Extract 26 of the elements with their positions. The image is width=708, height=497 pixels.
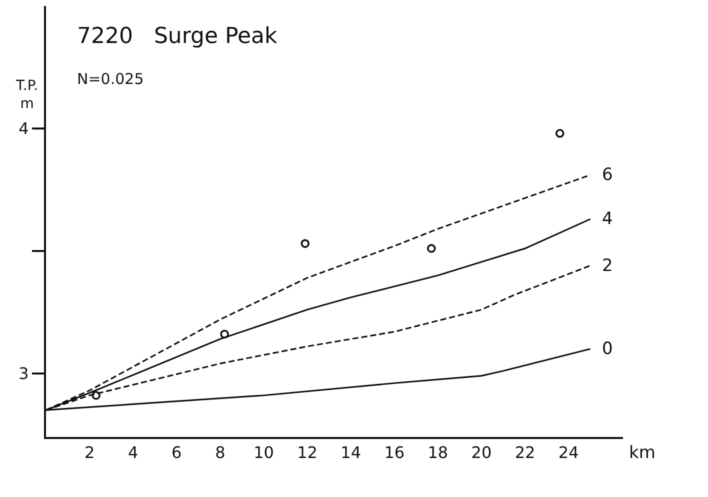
y-axis-title: T.P. m: [15, 78, 38, 112]
y-tick-label: 3: [18, 364, 29, 383]
point: [555, 128, 564, 138]
point: [92, 390, 100, 400]
series-label: 4: [602, 209, 613, 229]
series-label: 2: [602, 256, 613, 276]
x-tick-label: 24: [558, 443, 579, 462]
series-label: 6: [602, 165, 613, 185]
x-tick-label: 18: [428, 443, 448, 462]
point: [220, 330, 229, 339]
x-tick-label: 20: [471, 443, 492, 462]
text: 7220 Surge Peak: [77, 24, 278, 49]
x-tick-label: 8: [215, 443, 226, 462]
series-label: 0: [602, 339, 613, 359]
x-tick-label: 14: [340, 443, 362, 462]
x-axis-title: km: [629, 443, 656, 463]
point: [300, 239, 310, 248]
x-tick-label: 6: [172, 443, 182, 462]
x-tick-label: 12: [297, 443, 318, 462]
point: [426, 244, 436, 253]
x-tick-label: 2: [84, 443, 95, 462]
x-tick-label: 4: [128, 443, 138, 462]
text: N=0.025: [77, 70, 144, 88]
x-tick-label: 16: [384, 443, 405, 462]
x-tick-label: 10: [254, 443, 274, 462]
x-tick-label: 22: [514, 443, 536, 462]
